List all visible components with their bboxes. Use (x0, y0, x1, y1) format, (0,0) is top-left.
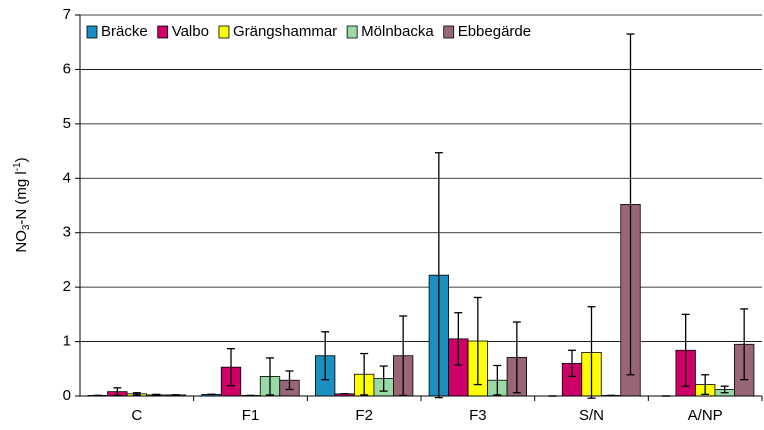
error-bar (227, 347, 235, 387)
error-bar (493, 364, 502, 396)
legend-label: Mölnbacka (361, 23, 434, 40)
y-tick-label: 5 (63, 115, 71, 132)
error-bar (681, 313, 690, 387)
x-tick-label: F2 (355, 407, 373, 424)
y-tick-label: 3 (63, 224, 71, 241)
x-tick-label: C (131, 407, 142, 424)
error-bar (568, 349, 576, 378)
error-bar (321, 331, 330, 381)
legend-label: Valbo (172, 23, 209, 40)
y-tick-label: 4 (63, 169, 71, 186)
error-bar (132, 392, 141, 396)
y-tick-label: 0 (63, 387, 71, 404)
x-tick-label: A/NP (688, 407, 723, 424)
y-label-sup: -1 (12, 162, 23, 171)
error-bar (587, 306, 596, 399)
x-tick-label: F3 (469, 407, 487, 424)
error-bar (626, 33, 635, 376)
legend-label: Ebbegärde (458, 23, 531, 40)
legend-swatch (218, 25, 230, 39)
error-bar (473, 296, 482, 386)
y-tick-label: 1 (63, 333, 71, 350)
legend-label: Bräcke (101, 23, 148, 40)
y-label-part: -N (mg l (13, 171, 30, 224)
legend-swatch (86, 25, 98, 39)
error-bar (720, 385, 729, 394)
y-label-sub: 3 (21, 224, 32, 230)
x-tick-label: S/N (579, 407, 604, 424)
error-bar (701, 374, 710, 396)
error-bar (285, 370, 294, 391)
error-bar (266, 357, 274, 396)
y-axis-label: NO3-N (mg l-1) (12, 157, 32, 252)
error-bar (399, 315, 408, 397)
error-bar (113, 387, 122, 397)
error-bar (740, 308, 749, 381)
error-bar (379, 365, 388, 392)
y-tick-label: 6 (63, 60, 71, 77)
y-label-part: ) (13, 157, 30, 162)
y-tick-label: 7 (63, 6, 71, 23)
legend-swatch (346, 25, 358, 39)
error-bar (434, 152, 443, 399)
y-tick-label: 2 (63, 278, 71, 295)
legend-label: Grängshammar (233, 23, 337, 40)
error-bar (512, 321, 521, 394)
error-bar (454, 312, 463, 366)
error-bar (152, 393, 161, 397)
error-bar (360, 352, 369, 396)
y-label-part: NO (13, 230, 30, 253)
legend-swatch (443, 25, 455, 39)
legend-swatch (157, 25, 169, 39)
x-tick-label: F1 (242, 407, 260, 424)
